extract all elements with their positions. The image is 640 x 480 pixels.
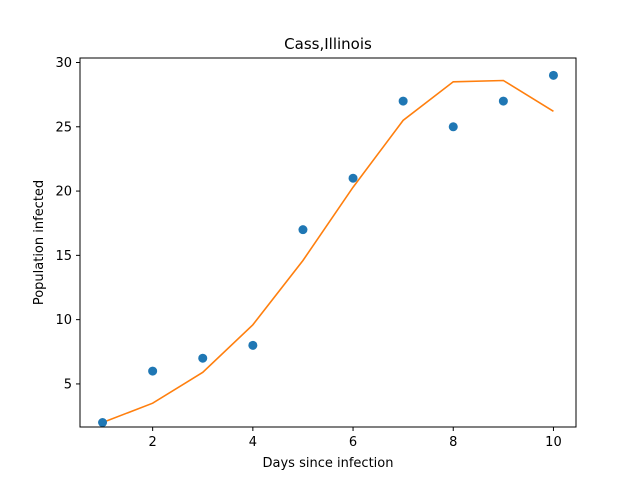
- data-point: [248, 340, 258, 350]
- y-tick-label: 30: [55, 56, 72, 71]
- x-tick-label: 6: [349, 435, 357, 450]
- chart-title: Cass,Illinois: [284, 35, 372, 53]
- data-point: [448, 122, 458, 132]
- x-tick-label: 4: [249, 435, 257, 450]
- x-axis-label: Days since infection: [263, 456, 394, 471]
- y-axis-label: Population infected: [32, 180, 47, 305]
- data-point: [298, 225, 308, 235]
- y-tick-label: 5: [64, 377, 72, 392]
- data-point: [198, 353, 208, 363]
- plot-frame: [79, 57, 577, 428]
- y-tick-label: 25: [55, 120, 72, 135]
- y-tick-label: 15: [55, 249, 72, 264]
- y-axis-ticks: 5 10 15 20 25 30: [55, 56, 80, 392]
- data-point: [398, 96, 408, 106]
- data-point: [98, 418, 108, 427]
- y-tick-label: 20: [55, 185, 72, 200]
- data-point: [498, 96, 508, 106]
- data-point: [548, 70, 558, 80]
- y-tick-label: 10: [55, 313, 72, 328]
- plot-area: [98, 70, 558, 427]
- x-tick-label: 2: [149, 435, 157, 450]
- series-line: [102, 79, 554, 424]
- x-axis-ticks: 2 4 6 8 10: [149, 427, 562, 450]
- data-point: [148, 366, 158, 376]
- data-point: [348, 173, 358, 183]
- x-tick-label: 10: [545, 435, 562, 450]
- x-tick-label: 8: [449, 435, 457, 450]
